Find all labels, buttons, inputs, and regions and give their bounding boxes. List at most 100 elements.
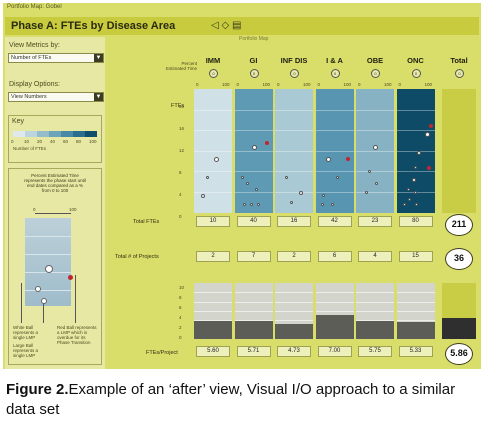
project-ball — [367, 169, 371, 173]
y-axis-tick-label: 8 — [179, 170, 182, 175]
project-ball — [330, 203, 334, 207]
total-projects-cell: 7 — [236, 251, 271, 262]
x-axis-tick-right: 100 — [262, 82, 271, 87]
y-axis-tick-label: 4 — [179, 192, 182, 197]
view-metrics-value: Number of FTEs — [11, 55, 52, 61]
y-axis-tick-label: 6 — [179, 305, 182, 310]
gridline — [194, 192, 232, 193]
y-axis-tick-label: 12 — [179, 148, 185, 153]
gridline — [234, 171, 273, 173]
gridline — [396, 301, 435, 303]
view-metrics-dropdown[interactable]: Number of FTEs ▼ — [8, 53, 104, 63]
gridline — [194, 150, 232, 152]
row-label-total-ftes: Total FTEs — [133, 219, 160, 225]
project-ball — [415, 203, 419, 207]
legend-red-ball — [68, 275, 73, 280]
gridline — [315, 171, 354, 173]
project-ball — [408, 198, 412, 202]
legend-large-ball-note: Large Ball represents a single LMP — [13, 343, 39, 358]
key-swatch — [61, 131, 73, 137]
project-ball — [374, 182, 378, 185]
gridline — [315, 130, 354, 132]
x-axis-tick-right: 100 — [384, 82, 392, 87]
y-axis-tick-label: 0 — [179, 335, 182, 340]
column-header: ONC — [407, 56, 424, 65]
legend-white-ball-note: White Ball represents a single LMP — [13, 325, 39, 340]
key-swatch — [25, 131, 37, 137]
display-options-label: Display Options: — [9, 81, 60, 88]
gridline — [396, 310, 435, 312]
gridline — [275, 310, 313, 312]
row-label-total-projects: Total # of Projects — [115, 254, 159, 260]
key-swatch — [13, 131, 25, 137]
project-ball — [214, 157, 220, 163]
gridline — [275, 109, 313, 111]
project-ball — [413, 190, 417, 194]
fte-per-project-bar — [315, 315, 354, 339]
key-label: Key — [12, 118, 25, 125]
disease-column-fte-per-project — [234, 283, 273, 339]
key-color-scale — [13, 131, 97, 137]
column-header: OBE — [366, 56, 384, 65]
project-ball — [251, 144, 257, 150]
legend-white-ball — [35, 286, 41, 292]
total-fte-cell: 10 — [196, 216, 230, 227]
x-axis-tick-left: 0 — [236, 82, 240, 87]
chevron-down-icon[interactable]: ▼ — [94, 93, 103, 101]
gridline — [275, 320, 313, 322]
y-axis-tick-label: 16 — [179, 126, 185, 131]
fte-per-project-cell: 7.00 — [317, 346, 352, 357]
fte-per-project-bar — [356, 321, 394, 339]
display-options-dropdown[interactable]: View Numbers ▼ — [8, 92, 104, 102]
y-axis-tick-label: 10 — [179, 285, 185, 290]
caption-text: Example of an ‘after’ view, Visual I/O a… — [6, 381, 456, 418]
key-box — [8, 115, 102, 163]
gridline — [315, 292, 354, 294]
legend-description: Percent Estimated Time represents the ph… — [24, 173, 86, 193]
key-tick-label: 10 — [24, 139, 30, 144]
project-ball — [256, 203, 260, 207]
gridline — [356, 192, 394, 193]
disease-column-fte — [234, 89, 273, 213]
gridline — [356, 171, 394, 173]
navigation-icons[interactable]: ◁ ◇ ▤ — [211, 20, 242, 31]
fte-per-project-cell: 5.71 — [236, 346, 271, 357]
gridline — [315, 301, 354, 303]
gridline — [234, 301, 273, 303]
fte-per-project-cell: 5.60 — [196, 346, 230, 357]
chevron-down-icon[interactable]: ▼ — [94, 54, 103, 62]
gridline — [356, 109, 394, 111]
key-tick-label: 40 — [50, 139, 56, 144]
fte-per-project-cell: 5.33 — [398, 346, 433, 357]
x-axis-tick-left: 0 — [317, 82, 321, 87]
project-ball — [373, 144, 378, 150]
total-header: Total — [450, 56, 468, 65]
gridline — [356, 301, 394, 303]
disease-column-fte — [356, 89, 394, 213]
column-header: I & A — [326, 56, 343, 65]
project-ball — [364, 190, 368, 194]
phase-header-bar — [5, 17, 479, 35]
fte-per-project-bar — [194, 321, 232, 339]
gridline — [356, 320, 394, 322]
gridline — [396, 109, 435, 111]
key-swatch — [85, 131, 97, 137]
x-axis-tick-right: 100 — [222, 82, 230, 87]
key-swatch — [73, 131, 85, 137]
x-axis-tick-right: 100 — [303, 82, 311, 87]
gridline — [275, 292, 313, 294]
gridline — [315, 150, 354, 152]
legend-scale-line — [35, 213, 71, 214]
disease-column-fte — [194, 89, 232, 213]
gridline — [396, 292, 435, 294]
page-title: Phase A: FTEs by Disease Area — [11, 20, 176, 32]
project-ball — [249, 203, 253, 207]
project-ball — [243, 203, 246, 207]
key-tick-label: 20 — [37, 139, 43, 144]
overdue-ball — [265, 141, 270, 146]
gridline — [234, 130, 273, 132]
key-swatch — [49, 131, 61, 137]
total-header-circle: 0 — [455, 69, 464, 78]
total-fte-per-project-value: 5.86 — [445, 343, 473, 365]
total-projects-cell: 4 — [358, 251, 392, 262]
